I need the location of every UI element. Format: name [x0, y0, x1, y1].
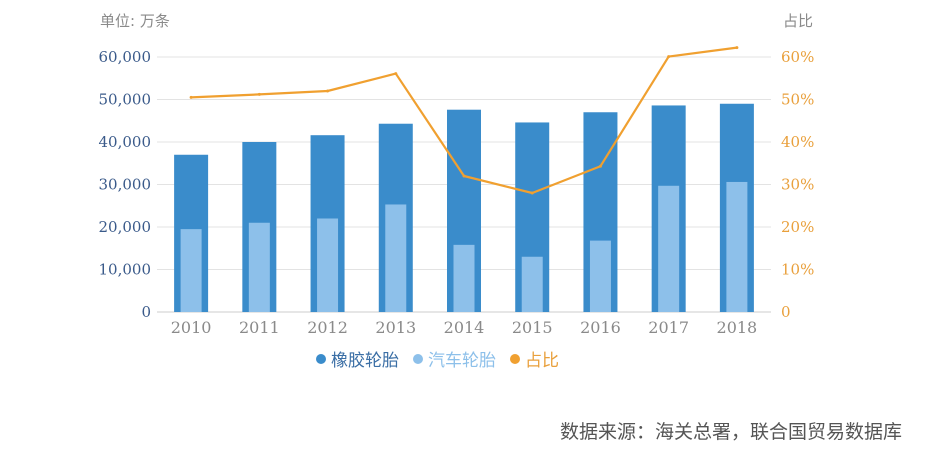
- point-ratio: [598, 164, 602, 168]
- bar-car-tires: [385, 204, 407, 312]
- bar-car-tires: [726, 181, 748, 312]
- bar-car-tires: [658, 185, 680, 312]
- legend-item-car-tires[interactable]: 汽车轮胎: [413, 346, 496, 371]
- y-tick-label-left: 60,000: [99, 48, 152, 66]
- data-source-note: 数据来源：海关总署，联合国贸易数据库: [559, 421, 902, 443]
- point-ratio: [462, 174, 466, 178]
- legend: 橡胶轮胎 汽车轮胎 占比: [316, 346, 559, 371]
- x-tick-label: 2012: [307, 318, 348, 337]
- y-tick-label-right: 60%: [781, 48, 814, 66]
- x-tick-label: 2010: [171, 318, 212, 337]
- point-ratio: [394, 72, 398, 76]
- left-axis-unit-label: 单位: 万条: [100, 12, 170, 30]
- y-tick-label-right: 30%: [781, 176, 814, 194]
- point-ratio: [257, 92, 261, 96]
- y-tick-label-left: 50,000: [99, 91, 152, 109]
- x-tick-label: 2011: [239, 318, 280, 337]
- point-ratio: [735, 46, 739, 50]
- legend-label: 橡胶轮胎: [331, 351, 399, 371]
- right-axis-unit-label: 占比: [783, 12, 814, 30]
- point-ratio: [326, 89, 330, 93]
- legend-label: 汽车轮胎: [428, 351, 496, 371]
- point-ratio: [667, 55, 671, 59]
- bar-car-tires: [453, 244, 475, 312]
- bar-car-tires: [180, 229, 202, 312]
- y-tick-label-right: 10%: [781, 261, 814, 279]
- x-tick-label: 2018: [717, 318, 758, 337]
- x-tick-label: 2015: [512, 318, 553, 337]
- y-tick-label-left: 20,000: [99, 218, 152, 236]
- y-tick-label-left: 30,000: [99, 176, 152, 194]
- y-tick-label-left: 40,000: [99, 133, 152, 151]
- legend-item-ratio[interactable]: 占比: [510, 346, 559, 371]
- x-tick-label: 2016: [580, 318, 621, 337]
- bar-car-tires: [317, 218, 339, 312]
- x-tick-label: 2017: [648, 318, 689, 337]
- point-ratio: [189, 95, 193, 99]
- y-tick-label-right: 40%: [781, 133, 814, 151]
- legend-dot-icon: [316, 353, 326, 364]
- y-tick-label-right: 50%: [781, 91, 814, 109]
- y-tick-label-right: 0: [781, 303, 791, 321]
- legend-dot-icon: [510, 353, 520, 364]
- bar-car-tires: [248, 222, 270, 312]
- bar-car-tires: [521, 256, 543, 312]
- legend-dot-icon: [413, 353, 423, 364]
- point-ratio: [530, 191, 534, 195]
- legend-label: 占比: [525, 351, 559, 371]
- bar-car-tires: [589, 240, 611, 312]
- legend-item-rubber-tires[interactable]: 橡胶轮胎: [316, 346, 399, 371]
- x-tick-label: 2014: [444, 318, 485, 337]
- y-tick-label-right: 20%: [781, 218, 814, 236]
- y-tick-label-left: 10,000: [99, 261, 152, 279]
- x-tick-label: 2013: [375, 318, 416, 337]
- y-tick-label-left: 0: [141, 303, 151, 321]
